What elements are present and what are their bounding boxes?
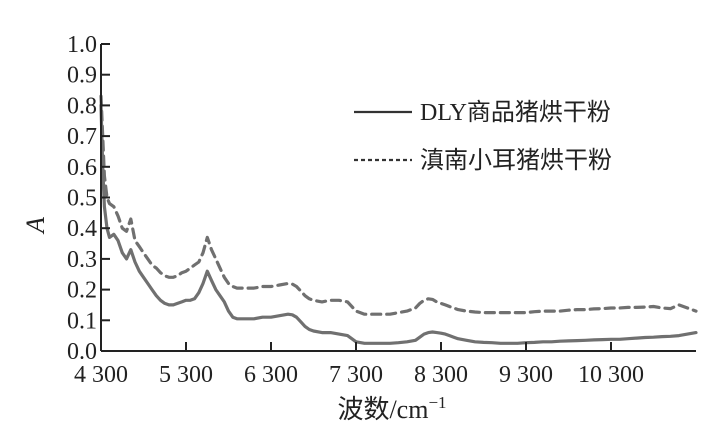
axes <box>100 44 696 352</box>
x-tick-label: 6 300 <box>244 362 298 388</box>
x-tick-label: 10 300 <box>578 362 644 388</box>
y-tick-label: 1.0 <box>67 32 97 58</box>
x-axis-label: 波数/cm−1 <box>337 393 446 424</box>
y-tick-label: 0.4 <box>67 216 97 242</box>
x-tick-label: 8 300 <box>414 362 468 388</box>
x-tick-label: 7 300 <box>329 362 383 388</box>
legend-label-diannan: 滇南小耳猪烘干粉 <box>420 147 612 174</box>
x-axis-label-superscript: −1 <box>428 393 446 412</box>
y-axis-label: A <box>21 217 50 235</box>
y-tick-label: 0.3 <box>67 247 97 273</box>
x-axis-label-main: 波数/cm <box>337 395 428 424</box>
plot-marks <box>99 94 698 345</box>
legend: DLY商品猪烘干粉 滇南小耳猪烘干粉 <box>354 99 612 174</box>
x-tick-label: 5 300 <box>159 362 213 388</box>
y-tick-label: 0.0 <box>67 339 97 365</box>
y-tick-label: 0.8 <box>67 93 97 119</box>
legend-label-dly: DLY商品猪烘干粉 <box>420 99 611 126</box>
x-tick-label: 4 300 <box>74 362 128 388</box>
y-tick-label: 0.9 <box>67 63 97 89</box>
y-ticks: 0.0 0.1 0.2 0.3 0.4 0.5 0.6 0.7 0.8 0.9 1.0 <box>67 32 110 365</box>
x-tick-label: 9 300 <box>499 362 553 388</box>
x-ticks: 4 300 5 300 6 300 7 300 8 300 9 300 10 300 <box>74 342 644 388</box>
y-tick-label: 0.1 <box>67 308 97 334</box>
y-tick-label: 0.6 <box>67 155 97 181</box>
series-line-dly <box>99 103 698 345</box>
y-tick-label: 0.7 <box>67 124 97 150</box>
series-line-diannan <box>99 94 698 316</box>
y-tick-label: 0.2 <box>67 278 97 304</box>
y-tick-label: 0.5 <box>67 186 97 212</box>
